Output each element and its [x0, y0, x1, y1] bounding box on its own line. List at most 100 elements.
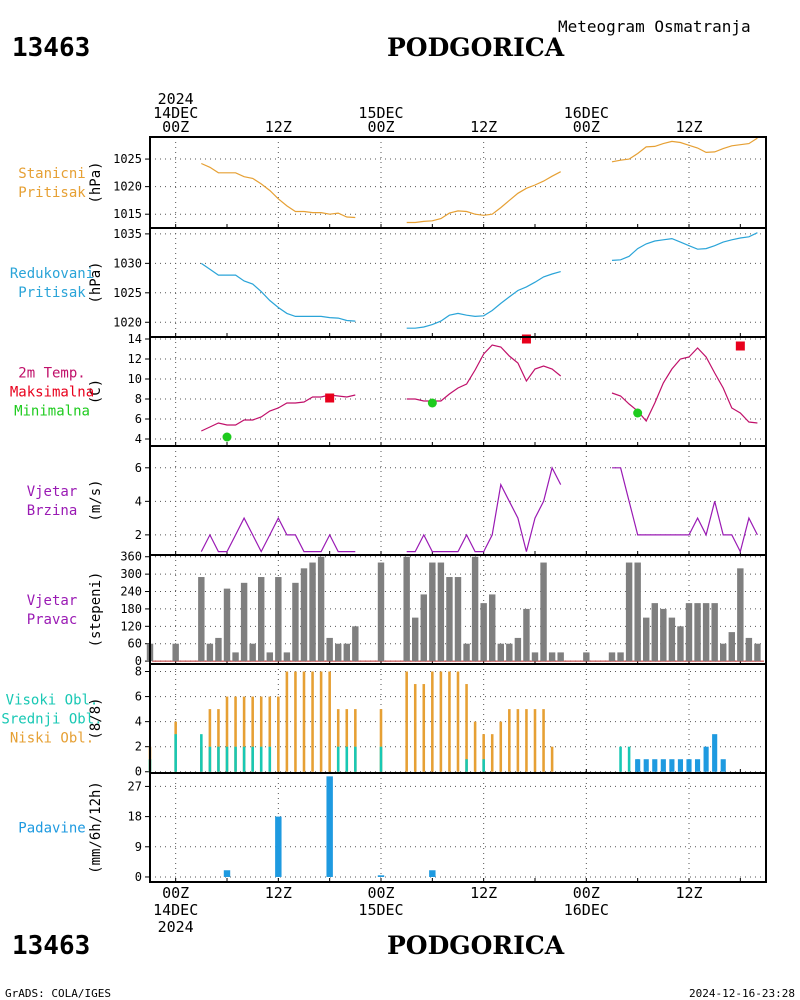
bar: [335, 643, 342, 662]
bar: [437, 562, 445, 662]
panel-label: Visoki Obl.: [6, 693, 99, 709]
bar: [302, 671, 306, 772]
y-tick-label: 1030: [113, 256, 142, 270]
bottom-time-label: 16DEC: [564, 901, 609, 919]
bar: [480, 603, 487, 662]
y-axis-label: (8/8): [88, 697, 104, 739]
bar: [677, 759, 684, 772]
bar: [215, 637, 222, 662]
bar: [300, 568, 308, 662]
bar: [660, 608, 667, 662]
bar: [234, 746, 237, 772]
panel-label: Pravac: [27, 612, 78, 628]
y-tick-label: 1035: [113, 227, 142, 241]
bar: [174, 734, 177, 772]
bar: [635, 759, 641, 772]
panel-label: Srednji Obl.: [1, 712, 102, 728]
bar: [345, 709, 349, 772]
bar: [652, 759, 658, 772]
y-tick-label: 27: [128, 779, 142, 793]
y-tick-label: 4: [135, 715, 142, 729]
bar: [251, 746, 254, 772]
bar: [223, 588, 231, 662]
top-time-label: 12Z: [265, 118, 292, 136]
bar: [326, 776, 333, 877]
bar: [285, 671, 289, 772]
y-tick-label: 4: [135, 432, 142, 446]
bar: [454, 577, 462, 662]
bar: [720, 643, 727, 662]
bar: [499, 721, 503, 772]
bar: [403, 556, 410, 662]
bar: [711, 603, 718, 662]
series-line: [406, 171, 561, 224]
bar: [345, 746, 349, 772]
bottom-time-label: 15DEC: [358, 901, 403, 919]
bottom-time-label: 00Z: [162, 884, 189, 902]
bar: [523, 608, 530, 662]
bar: [651, 603, 658, 662]
bar: [251, 696, 254, 772]
y-tick-label: 0: [135, 870, 142, 884]
y-axis-label: (stepeni): [88, 572, 104, 648]
bar: [336, 746, 340, 772]
top-time-label: 14DEC: [153, 104, 198, 122]
bar: [489, 594, 496, 662]
bar: [685, 603, 693, 662]
bar: [720, 759, 726, 772]
bar: [217, 746, 220, 772]
series-line: [611, 232, 758, 261]
tmin-marker: [427, 398, 437, 408]
panel-label: Pritisak: [18, 285, 86, 301]
bar: [490, 734, 494, 772]
bar: [317, 556, 325, 662]
bar: [482, 759, 485, 772]
bar: [463, 643, 470, 662]
credit-text: GrADS: COLA/IGES: [5, 987, 111, 1000]
bar: [172, 643, 179, 662]
bar: [557, 652, 564, 662]
bar: [275, 816, 282, 877]
y-tick-label: 300: [120, 567, 142, 581]
panel-precipitation: 0 9 18 27 (mm/6h/12h)Padavine: [18, 772, 767, 884]
y-tick-label: 9: [135, 840, 142, 854]
bar: [686, 759, 692, 772]
top-time-label: 15DEC: [358, 104, 403, 122]
bar: [198, 577, 205, 662]
bar: [497, 643, 504, 662]
bar: [354, 709, 357, 772]
panel-label: Vjetar: [27, 593, 78, 609]
bottom-time-label: 14DEC: [153, 901, 198, 919]
bar: [608, 652, 616, 662]
bar: [540, 562, 547, 662]
bar: [336, 709, 340, 772]
bar: [379, 746, 383, 772]
bar: [429, 870, 436, 877]
bar: [259, 746, 263, 772]
bar: [703, 746, 709, 772]
bar: [352, 626, 359, 662]
bar: [234, 696, 237, 772]
bar: [354, 746, 357, 772]
panel-label: Redukovani: [10, 266, 94, 282]
panel-frame: [149, 445, 767, 556]
meteogram-subtitle: Meteogram Osmatranja: [558, 17, 751, 36]
bar: [542, 709, 545, 772]
y-tick-label: 1020: [113, 315, 142, 329]
bottom-time-label: 00Z: [573, 884, 600, 902]
tmax-marker: [325, 393, 335, 403]
panel-reduced_pressure: 1020 1025 1030 1035 (hPa)Redukovani Pritisak: [10, 227, 767, 338]
bar: [326, 637, 333, 662]
bar: [319, 671, 323, 772]
bar: [217, 709, 220, 772]
bar: [420, 594, 427, 662]
bar: [448, 671, 451, 772]
bar: [660, 759, 666, 772]
bar: [583, 652, 590, 662]
panel-label: Maksimalna: [10, 385, 94, 401]
bar: [249, 643, 256, 662]
bar: [625, 562, 633, 662]
top-time-label: 16DEC: [564, 104, 609, 122]
bar: [242, 696, 246, 772]
